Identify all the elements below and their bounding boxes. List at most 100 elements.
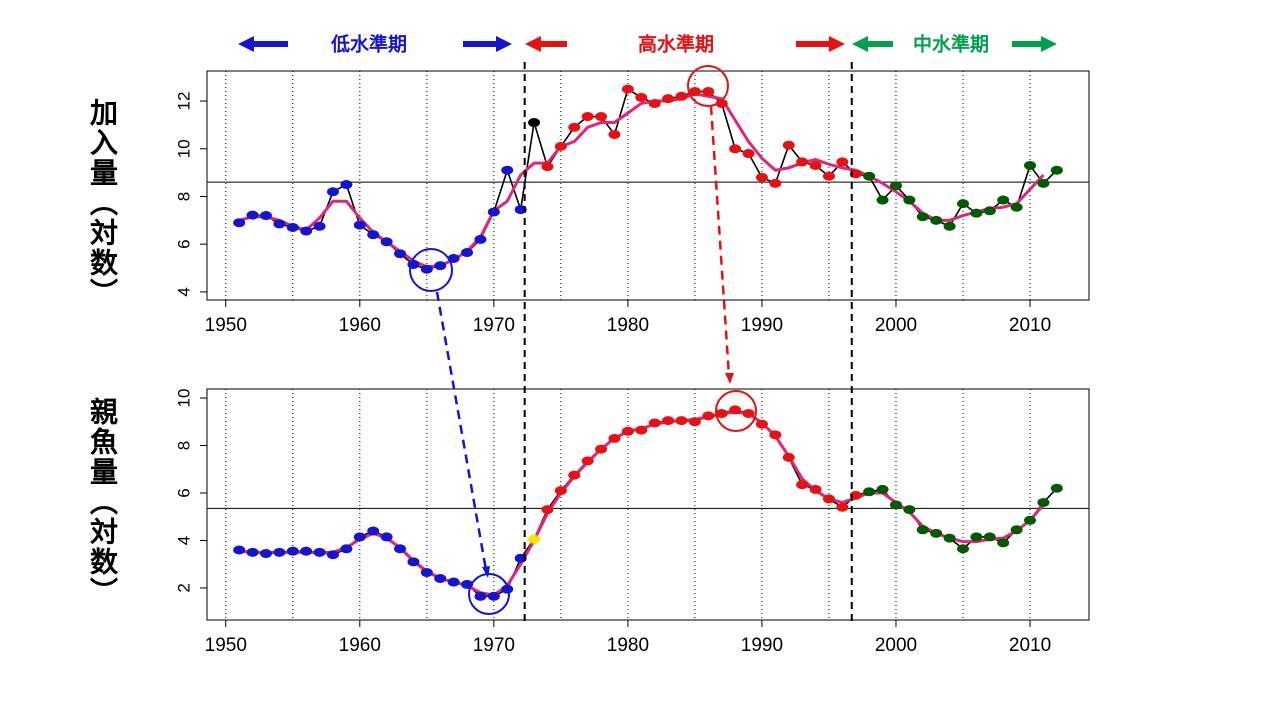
x-tick-label: 2010 [1009, 635, 1051, 656]
plot-frame [206, 388, 1090, 621]
data-point [889, 500, 902, 510]
regime-label: 低水準期 [330, 33, 407, 56]
y-tick-label: 10 [174, 139, 193, 158]
x-tick-label: 2010 [1009, 315, 1051, 336]
x-tick-label: 2000 [875, 635, 917, 656]
data-point [688, 87, 701, 97]
x-tick-label: 1970 [473, 635, 515, 656]
x-tick-label: 1990 [741, 635, 783, 656]
data-point [233, 545, 246, 555]
observed-line [238, 88, 1058, 271]
data-point [246, 547, 259, 557]
data-point [836, 502, 849, 512]
arrow-head [725, 373, 734, 384]
highlight-circle [687, 65, 729, 107]
y-tick-label: 10 [174, 389, 193, 408]
data-point [434, 261, 447, 271]
data-point [259, 549, 272, 559]
data-point [394, 249, 407, 259]
data-point [957, 199, 969, 209]
x-tick-label: 1960 [339, 635, 381, 656]
data-point [1037, 497, 1050, 507]
highlight-circle [409, 248, 453, 292]
data-point [407, 557, 420, 567]
data-point [353, 220, 366, 230]
data-point [769, 430, 782, 440]
data-point [568, 122, 581, 132]
data-point [581, 112, 594, 122]
annotations [409, 65, 757, 615]
data-point [595, 444, 608, 454]
link-arrow [435, 291, 488, 571]
data-point [514, 205, 527, 215]
data-point [876, 195, 889, 205]
data-point [353, 532, 366, 542]
data-point [1010, 525, 1023, 535]
data-point [461, 248, 474, 258]
data-point [983, 206, 996, 216]
plot-frame [206, 70, 1090, 301]
data-point [702, 411, 715, 421]
data-point [1010, 202, 1023, 212]
data-point [769, 178, 782, 188]
data-point [340, 544, 353, 554]
data-point [970, 208, 983, 218]
y-tick-label: 6 [174, 488, 193, 497]
data-point [970, 532, 983, 542]
data-point [233, 218, 246, 228]
data-point [434, 573, 447, 583]
data-point [648, 418, 661, 428]
data-point [930, 215, 943, 225]
data-point [554, 486, 567, 496]
highlight-circle [468, 573, 510, 615]
data-point [608, 129, 621, 139]
x-tick-label: 2000 [875, 315, 917, 336]
y-tick-label: 2 [174, 583, 193, 592]
data-point [755, 172, 768, 182]
data-point [742, 408, 755, 418]
data-point [796, 480, 809, 490]
data-point [635, 92, 648, 102]
data-point [327, 550, 339, 560]
data-point [273, 547, 286, 557]
data-point [957, 544, 969, 554]
arrow-head [482, 566, 490, 578]
data-point [487, 591, 500, 601]
data-point [420, 568, 433, 578]
data-point [916, 525, 929, 535]
data-point [514, 553, 527, 563]
x-tick-label: 1950 [205, 635, 247, 656]
data-point [1037, 178, 1050, 188]
arrow [796, 36, 845, 52]
data-point [997, 195, 1010, 205]
data-point [782, 140, 795, 150]
data-point [1050, 165, 1063, 175]
data-point [688, 417, 701, 427]
data-point [621, 84, 634, 94]
data-point [809, 484, 822, 494]
data-point [822, 171, 835, 181]
data-point [568, 470, 581, 480]
data-point [286, 546, 299, 556]
arrow [525, 36, 567, 52]
data-point [474, 591, 487, 601]
data-point [648, 98, 661, 108]
data-point [541, 505, 554, 515]
y-tick-label: 4 [174, 287, 193, 296]
x-tick-label: 1980 [607, 315, 649, 336]
x-tick-label: 1950 [205, 315, 247, 336]
y-tick-label: 6 [174, 239, 193, 248]
data-point [849, 490, 862, 500]
data-point [300, 546, 313, 556]
smoothed-line [239, 410, 1045, 597]
data-point [863, 487, 876, 497]
data-point [621, 426, 634, 436]
data-point [474, 234, 487, 244]
data-point [554, 141, 567, 151]
x-tick-label: 1970 [473, 315, 515, 336]
data-point [916, 212, 929, 222]
data-point [608, 433, 621, 443]
data-point [715, 98, 728, 108]
data-point [983, 532, 996, 542]
